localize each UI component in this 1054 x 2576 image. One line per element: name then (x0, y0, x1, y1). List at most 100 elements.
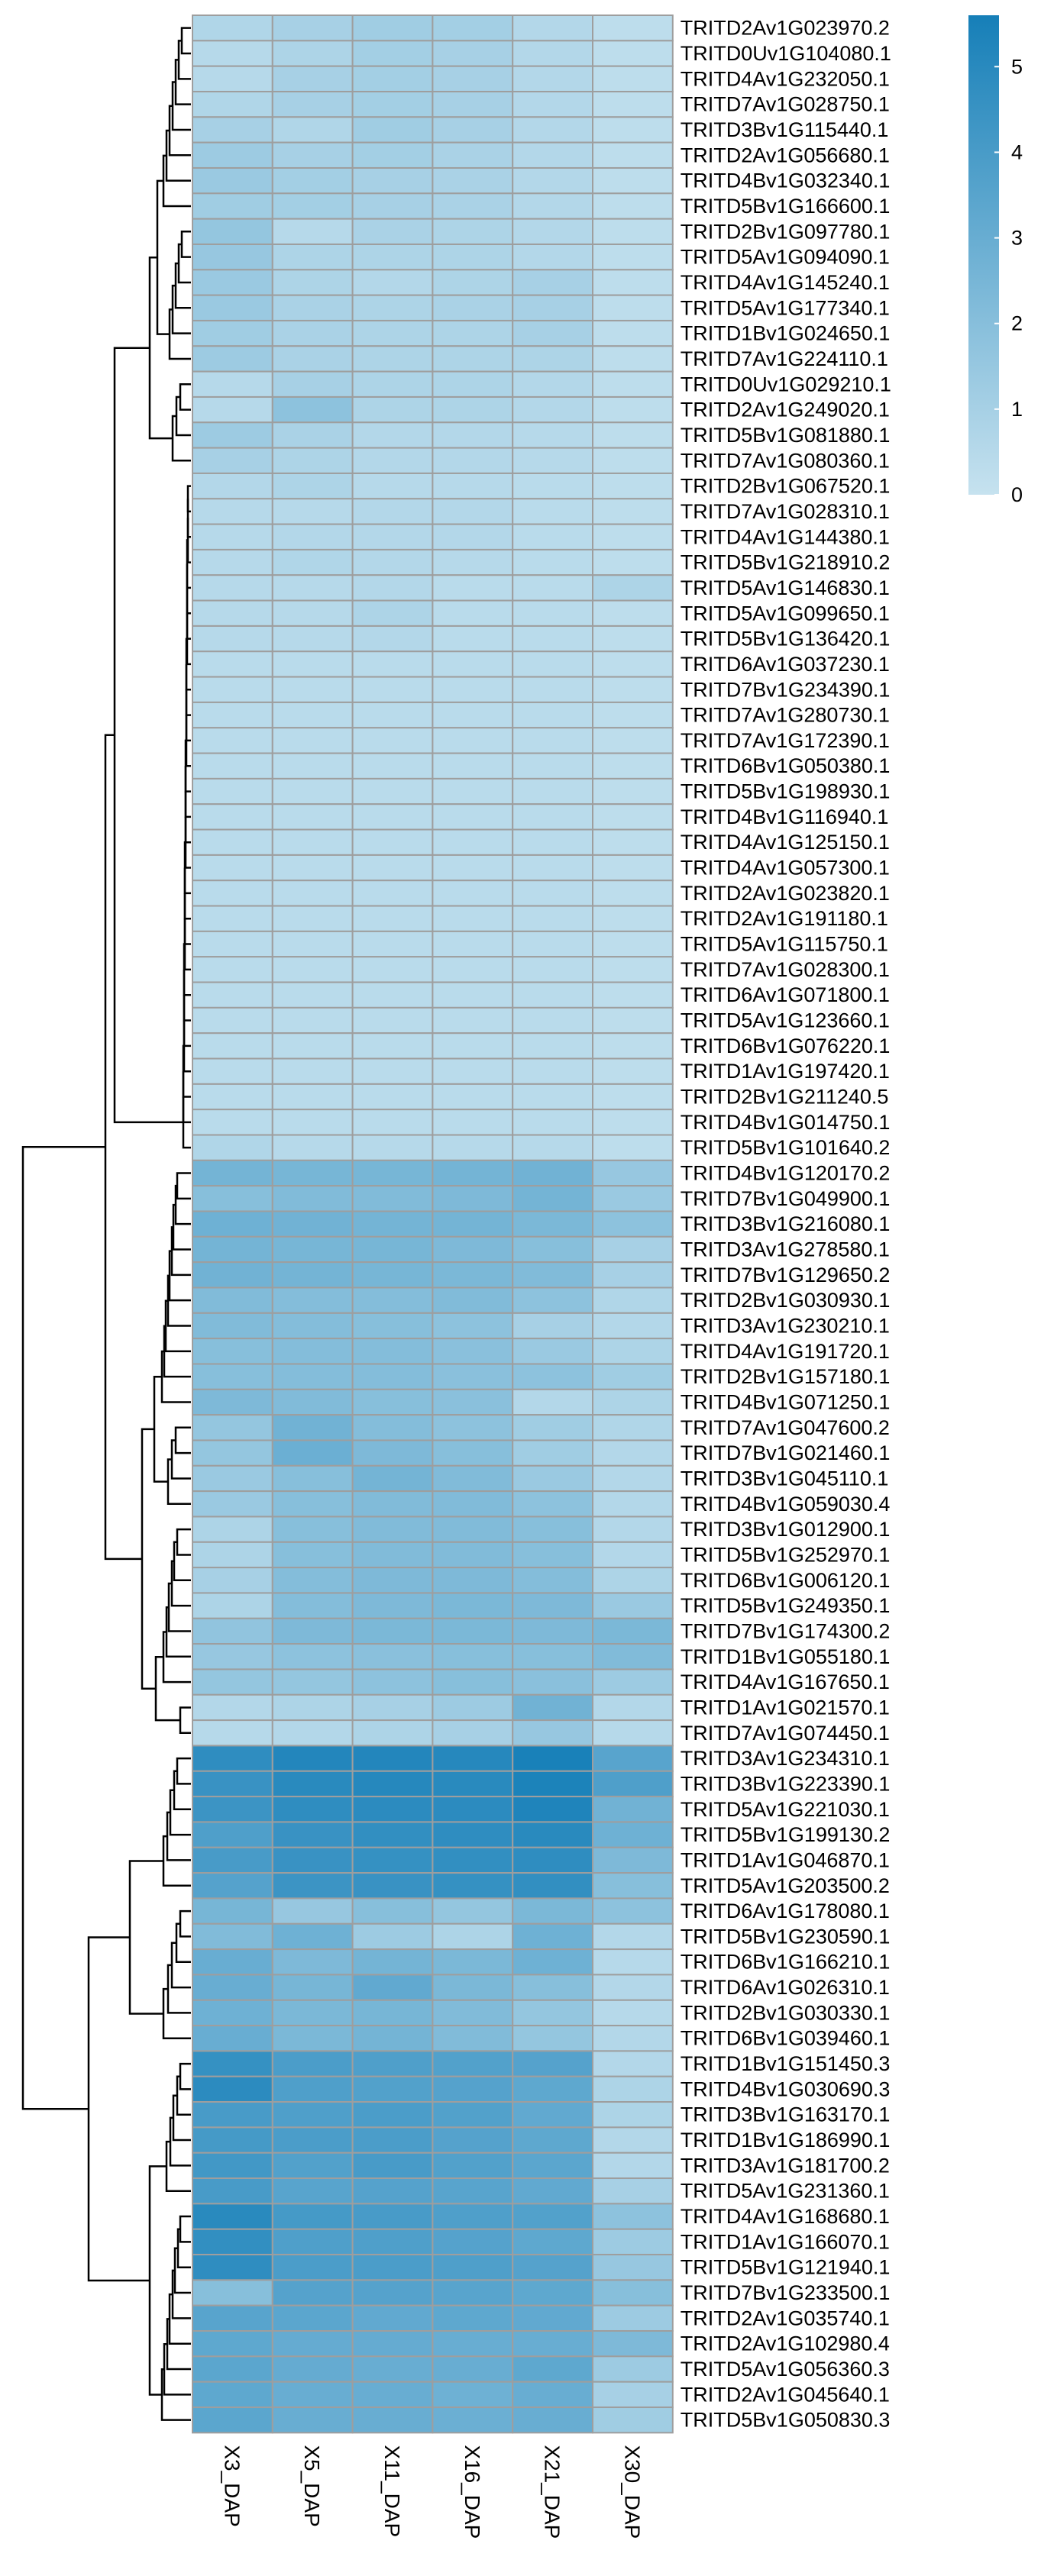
row-label: TRITD1Bv1G151450.3 (681, 2052, 891, 2075)
heatmap-cell (432, 65, 514, 92)
heatmap-cell (192, 854, 273, 882)
heatmap-cell (592, 1872, 674, 1900)
heatmap-cell (512, 2050, 594, 2077)
heatmap-cell (432, 1312, 514, 1340)
heatmap-cell (351, 1388, 434, 1416)
heatmap-cell (512, 2101, 594, 2129)
heatmap-cell (271, 1617, 354, 1645)
heatmap-cell (271, 676, 354, 703)
heatmap-cell (192, 395, 273, 424)
heatmap-cell (592, 752, 674, 780)
heatmap-cell (432, 2254, 514, 2281)
heatmap-cell (512, 854, 594, 882)
heatmap-cell (432, 2203, 514, 2230)
legend-tick-label: 0 (1011, 483, 1023, 506)
heatmap-cell (512, 218, 594, 245)
heatmap-cell (271, 2152, 354, 2180)
heatmap-cell (512, 2025, 594, 2052)
heatmap-cell (512, 1464, 594, 1493)
dendrogram-branch (179, 1909, 191, 1938)
heatmap-cell (351, 1770, 434, 1798)
heatmap-cell (192, 1897, 273, 1925)
heatmap-cell (592, 625, 674, 653)
heatmap-cell (432, 395, 514, 424)
dendrogram-branch (177, 243, 191, 284)
heatmap-cell (432, 2279, 514, 2306)
column-label: X5_DAP (300, 2445, 324, 2526)
heatmap-cell (592, 1821, 674, 1848)
heatmap-cell (271, 1032, 354, 1060)
heatmap-cell (192, 243, 273, 271)
heatmap-cell (592, 1312, 674, 1340)
heatmap-cell (192, 2381, 273, 2409)
row-label: TRITD3Bv1G115440.1 (681, 118, 889, 141)
heatmap-cell (432, 2381, 514, 2409)
heatmap-cell (271, 395, 354, 424)
heatmap-cell (192, 1567, 273, 1594)
row-label: TRITD5Bv1G166600.1 (681, 195, 891, 218)
heatmap-cell (351, 701, 434, 729)
heatmap-cell (271, 166, 354, 195)
heatmap-cell (192, 1872, 273, 1900)
heatmap-cell (432, 1286, 514, 1314)
heatmap-cell (592, 218, 674, 245)
dendrogram-branch (21, 1146, 105, 2110)
dendrogram-branch (179, 383, 191, 411)
heatmap-cell (192, 345, 273, 373)
heatmap-cell (592, 2355, 674, 2383)
dendrogram-branch (174, 1426, 191, 1454)
heatmap-cell (271, 854, 354, 882)
heatmap-cell (271, 1388, 354, 1416)
heatmap-cell (512, 90, 594, 118)
heatmap-cell (271, 2177, 354, 2205)
row-label: TRITD1Av1G046870.1 (681, 1848, 890, 1871)
heatmap-cell (512, 599, 594, 627)
row-label: TRITD4Bv1G120170.2 (681, 1162, 891, 1185)
heatmap-cell (351, 2177, 434, 2205)
heatmap-cell (512, 2355, 594, 2383)
heatmap-cell (192, 2152, 273, 2180)
dendrogram-branch (182, 1096, 191, 1149)
row-label: TRITD7Av1G028750.1 (681, 93, 890, 116)
heatmap-cell (592, 1846, 674, 1874)
row-label: TRITD7Av1G280730.1 (681, 704, 890, 727)
row-label: TRITD5Bv1G050830.3 (681, 2409, 891, 2432)
heatmap-cell (271, 2050, 354, 2077)
heatmap-cell (512, 1490, 594, 1518)
column-label: X21_DAP (541, 2445, 564, 2539)
heatmap-cell (592, 319, 674, 347)
heatmap-cell (271, 1999, 354, 2027)
heatmap-cell (432, 777, 514, 805)
heatmap-cell (592, 1668, 674, 1696)
heatmap-cell (192, 1745, 273, 1772)
heatmap-cell (192, 1668, 273, 1696)
heatmap-cell (192, 1286, 273, 1314)
dendrogram-branch (175, 395, 191, 437)
heatmap-cell (592, 2152, 674, 2180)
heatmap-cell (192, 1109, 273, 1136)
heatmap-cell (271, 828, 354, 856)
heatmap-cell (512, 421, 594, 449)
heatmap-cell (592, 2203, 674, 2230)
heatmap-cell (271, 956, 354, 983)
heatmap-cell (351, 395, 434, 424)
heatmap-cell (432, 650, 514, 678)
heatmap-cell (192, 141, 273, 169)
heatmap-cell (512, 1363, 594, 1390)
heatmap-cell (271, 2126, 354, 2154)
heatmap-cell (432, 981, 514, 1009)
row-label: TRITD1Bv1G186990.1 (681, 2129, 891, 2152)
row-label: TRITD5Av1G177340.1 (681, 296, 890, 319)
heatmap-cell (432, 1185, 514, 1212)
heatmap-cell (592, 2381, 674, 2409)
heatmap-cell (512, 777, 594, 805)
heatmap-cell (271, 625, 354, 653)
heatmap-cell (432, 498, 514, 525)
heatmap-cell (512, 1338, 594, 1365)
heatmap-cell (592, 1999, 674, 2027)
heatmap-cell (512, 1414, 594, 1441)
heatmap-cell (351, 2126, 434, 2154)
heatmap-cell (271, 1592, 354, 1619)
legend-tick-label: 4 (1011, 140, 1023, 163)
heatmap-cell (432, 880, 514, 907)
